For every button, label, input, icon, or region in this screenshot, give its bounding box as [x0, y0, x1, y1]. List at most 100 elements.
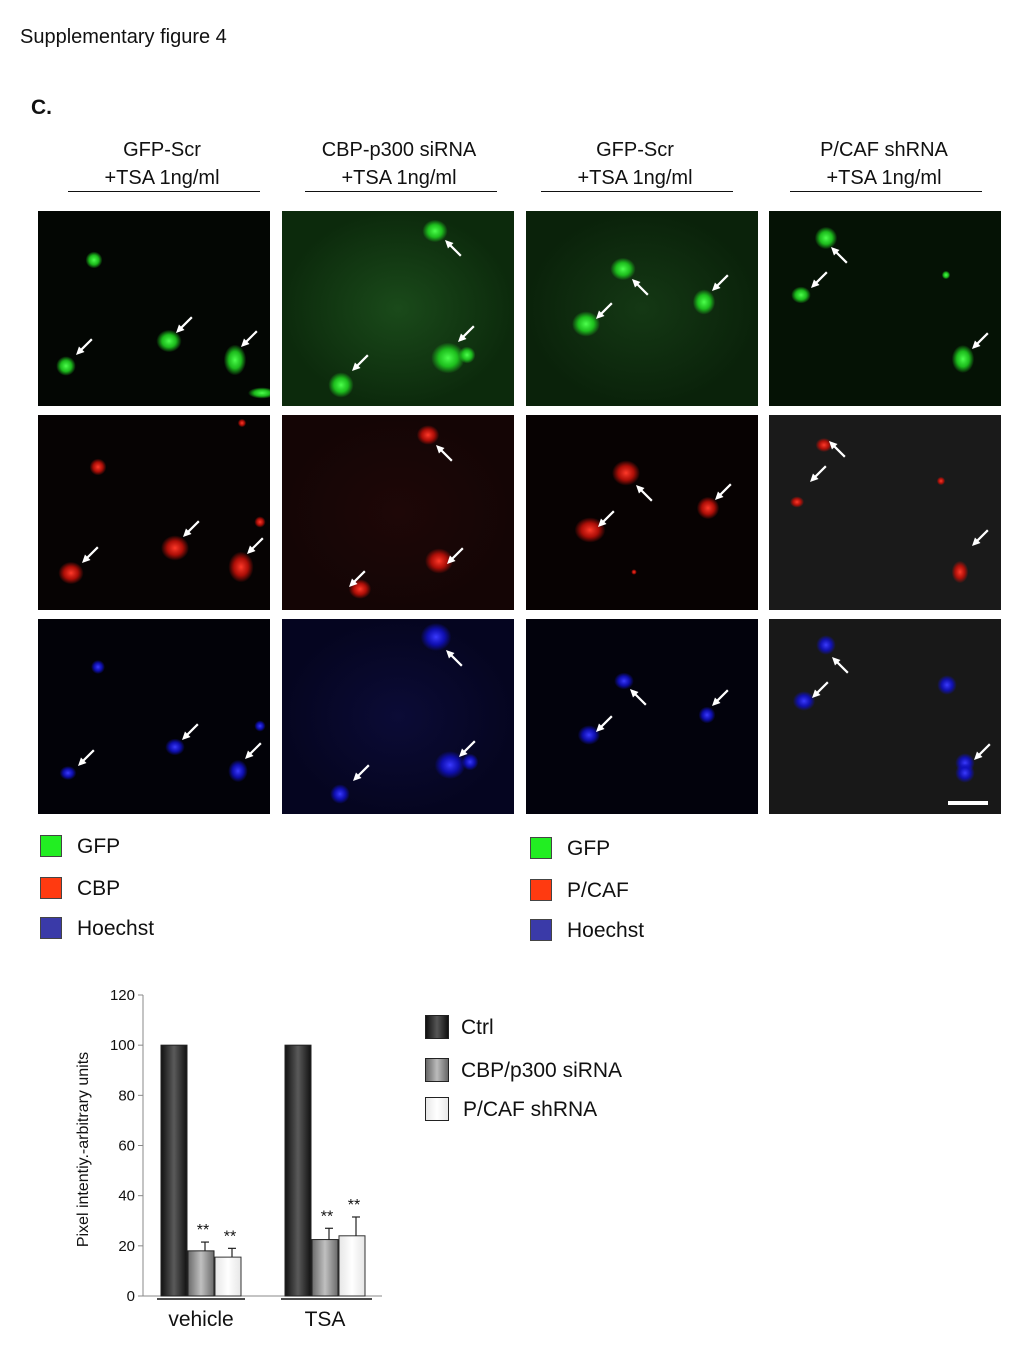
micrograph-panel [526, 619, 758, 814]
micrograph-panel [282, 211, 514, 406]
column-header-4: P/CAF shRNA +TSA 1ng/ml [768, 136, 1000, 192]
micrograph-image [38, 415, 270, 610]
cell-nucleus [816, 635, 836, 655]
legend-label: GFP [567, 837, 611, 860]
cell-nucleus [91, 660, 105, 674]
legend-swatch [40, 877, 62, 899]
significance-label: ** [224, 1228, 236, 1245]
cell-nucleus [58, 561, 84, 585]
cell-nucleus [254, 516, 266, 528]
legend-label: GFP [77, 835, 121, 858]
column-header-3: GFP-Scr +TSA 1ng/ml [519, 136, 751, 192]
cell-nucleus [328, 372, 354, 398]
micrograph-panel [769, 619, 1001, 814]
cell-nucleus [165, 738, 185, 756]
cell-nucleus [577, 725, 601, 745]
micrograph-background [38, 619, 270, 814]
legend-label: Hoechst [567, 919, 645, 942]
arrow-icon [974, 743, 991, 760]
arrow-icon [811, 271, 828, 288]
arrow-icon [596, 302, 613, 319]
significance-label: ** [197, 1222, 209, 1239]
cell-nucleus [228, 551, 254, 583]
cell-nucleus [223, 344, 247, 376]
micrograph-background [769, 619, 1001, 814]
arrow-icon [353, 764, 370, 781]
arrow-icon [712, 689, 729, 706]
bar [311, 1239, 339, 1297]
legend-label: P/CAF shRNA [463, 1098, 598, 1121]
significance-label: ** [348, 1197, 360, 1214]
panel-label: C. [31, 96, 52, 119]
cell-nucleus [572, 311, 600, 337]
legend-label: Ctrl [461, 1016, 494, 1039]
legend-swatch [530, 837, 552, 859]
arrow-icon [245, 742, 262, 759]
column-header-line1: GFP-Scr [123, 139, 201, 161]
micrograph-panel [38, 619, 270, 814]
arrow-icon [183, 520, 200, 537]
cell-nucleus [614, 672, 634, 690]
micrograph-image [769, 619, 1001, 814]
column-header-1: GFP-Scr +TSA 1ng/ml [46, 136, 278, 192]
column-header-line2: +TSA 1ng/ml [341, 167, 457, 189]
y-tick-label: 20 [118, 1238, 135, 1255]
cell-nucleus [631, 569, 637, 575]
cell-nucleus [692, 289, 716, 315]
micrograph-background [526, 619, 758, 814]
micrograph-background [769, 415, 1001, 610]
micrograph-image [282, 619, 514, 814]
micrograph-image [769, 415, 1001, 610]
arrow-icon [445, 240, 462, 257]
micrograph-image [38, 619, 270, 814]
cell-nucleus [248, 387, 270, 399]
arrow-icon [972, 332, 989, 349]
bar-chart: 0 20 40 60 80 100 120 Pixel intentiy.-arbitrary… [75, 987, 382, 1331]
arrow-icon [596, 715, 613, 732]
cell-nucleus [814, 226, 838, 250]
cell-nucleus [156, 329, 182, 353]
micrograph-background [769, 211, 1001, 406]
legend-swatch [530, 919, 552, 941]
cell-nucleus [698, 706, 716, 724]
x-category-label: TSA [305, 1308, 346, 1331]
cell-nucleus [458, 346, 476, 364]
column-header-line1: GFP-Scr [596, 139, 674, 161]
micrograph-image [526, 619, 758, 814]
micrograph-panel [526, 211, 758, 406]
cell-nucleus [574, 517, 606, 543]
micrograph-panel [38, 415, 270, 610]
cell-nucleus [89, 458, 107, 476]
arrow-icon [829, 441, 846, 458]
micrograph-panel [282, 619, 514, 814]
micrograph-image [526, 415, 758, 610]
cell-nucleus [56, 356, 76, 376]
legend-swatch [40, 835, 62, 857]
arrow-icon [76, 338, 93, 355]
arrow-icon [715, 483, 732, 500]
cell-nucleus [937, 675, 957, 695]
legend-label: CBP [77, 877, 121, 900]
cell-nucleus [434, 751, 466, 779]
micrograph-background [282, 619, 514, 814]
legend-label: P/CAF [567, 879, 629, 902]
cell-nucleus [425, 548, 453, 574]
arrow-icon [349, 570, 366, 587]
micrograph-background [282, 211, 514, 406]
arrow-icon [810, 465, 827, 482]
arrow-icon [630, 689, 647, 706]
micrograph-panel [282, 415, 514, 610]
column-header-rule [790, 191, 982, 192]
legend-label: CBP/p300 siRNA [461, 1059, 623, 1082]
legend-label: Hoechst [77, 917, 155, 940]
arrow-icon [598, 510, 615, 527]
arrow-icon [632, 279, 649, 296]
y-tick-label: 60 [118, 1138, 135, 1155]
cell-nucleus [161, 535, 189, 561]
bar [160, 1044, 188, 1297]
cell-nucleus [420, 623, 452, 651]
bar [338, 1235, 366, 1297]
cell-nucleus [85, 251, 103, 269]
micrograph-image [38, 211, 270, 406]
arrow-icon [712, 274, 729, 291]
